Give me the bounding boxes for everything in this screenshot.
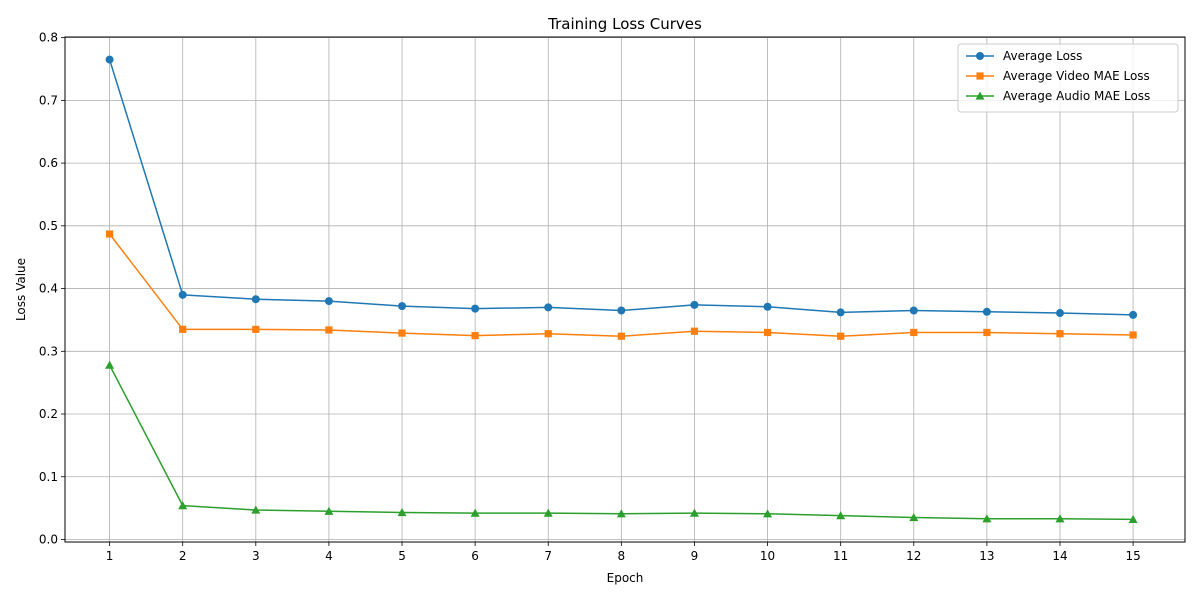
x-tick-label: 1 [106, 549, 114, 563]
grid-layer [65, 37, 1185, 542]
y-tick-label: 0.1 [39, 470, 58, 484]
legend-marker [976, 72, 984, 80]
x-tick-label: 4 [325, 549, 333, 563]
data-point [1129, 310, 1138, 319]
x-tick-label: 9 [691, 549, 699, 563]
data-point [1056, 330, 1064, 338]
data-point [470, 508, 480, 517]
y-tick-label: 0.5 [39, 219, 58, 233]
data-point [689, 508, 699, 517]
chart-title: Training Loss Curves [547, 15, 702, 33]
data-point [543, 508, 553, 517]
x-tick-label: 10 [760, 549, 775, 563]
data-point [544, 303, 553, 312]
ticks-layer: 1 2 3 4 5 6 7 8 9 10 11 12 13 14 150.00.10.20.30.40.50… [39, 31, 1141, 563]
data-point [251, 295, 260, 304]
y-tick-label: 0.3 [39, 344, 58, 358]
data-point [982, 514, 992, 523]
data-point [617, 332, 625, 340]
y-tick-label: 0.8 [39, 31, 58, 45]
legend-marker [976, 52, 984, 60]
series-group [105, 55, 1138, 319]
x-tick-label: 6 [471, 549, 479, 563]
data-point [909, 306, 918, 315]
legend-label: Average Loss [1003, 49, 1082, 63]
x-tick-label: 7 [544, 549, 552, 563]
data-point [471, 304, 480, 313]
data-point [1128, 514, 1138, 524]
data-point [178, 290, 187, 299]
data-point [252, 325, 260, 333]
data-point [1055, 514, 1065, 523]
data-point [1055, 309, 1064, 318]
x-tick-label: 14 [1052, 549, 1067, 563]
data-point [324, 297, 333, 306]
data-point [983, 328, 991, 337]
data-point [690, 300, 699, 309]
legend: Average Loss Average Video MAE Loss Averag… [957, 43, 1179, 113]
data-point [763, 302, 772, 311]
data-point [179, 325, 187, 333]
data-point [763, 509, 773, 518]
y-tick-label: 0.0 [39, 532, 58, 546]
data-point [325, 326, 333, 334]
x-tick-label: 12 [906, 549, 921, 563]
data-point [836, 308, 845, 317]
x-tick-label: 11 [833, 549, 848, 563]
legend-entry: Average Video MAE Loss [966, 69, 1150, 83]
data-point [910, 328, 918, 337]
y-tick-label: 0.6 [39, 156, 58, 170]
data-point [690, 327, 699, 335]
data-point [617, 306, 626, 315]
data-point [398, 302, 407, 311]
x-tick-label: 3 [252, 549, 260, 563]
data-point [397, 508, 407, 517]
series-group [105, 230, 1137, 340]
legend-marker [975, 91, 985, 100]
data-point [837, 332, 845, 340]
data-point [1129, 331, 1137, 339]
y-axis-label: Loss Value [14, 258, 28, 321]
x-axis-label: Epoch [607, 571, 644, 585]
legend-box [957, 43, 1179, 113]
data-point [105, 55, 114, 64]
data-point [251, 505, 261, 514]
legend-entries: Average Loss Average Video MAE Loss Averag… [966, 49, 1150, 103]
y-tick-label: 0.4 [39, 282, 58, 296]
x-tick-label: 13 [979, 549, 994, 563]
x-tick-label: 8 [618, 549, 626, 563]
data-point [471, 332, 479, 340]
legend-label: Average Audio MAE Loss [1003, 89, 1150, 103]
data-point [982, 307, 991, 316]
data-point [105, 230, 114, 238]
legend-entry: Average Loss [966, 49, 1082, 63]
series-layer [105, 55, 1138, 524]
data-point [178, 501, 188, 510]
data-point [105, 360, 115, 369]
data-point [544, 330, 552, 338]
data-point [324, 506, 334, 515]
series-group [105, 360, 1138, 524]
data-point [398, 329, 406, 337]
data-point [616, 509, 626, 518]
data-point [836, 511, 846, 520]
y-tick-label: 0.7 [39, 93, 58, 107]
legend-entry: Average Audio MAE Loss [966, 89, 1150, 103]
x-tick-label: 15 [1125, 549, 1140, 563]
data-point [909, 513, 919, 522]
data-point [763, 328, 772, 337]
legend-label: Average Video MAE Loss [1003, 69, 1150, 83]
x-tick-label: 2 [179, 549, 187, 563]
y-tick-label: 0.2 [39, 407, 58, 421]
plot-frame [64, 36, 1186, 543]
x-tick-label: 5 [398, 549, 406, 563]
